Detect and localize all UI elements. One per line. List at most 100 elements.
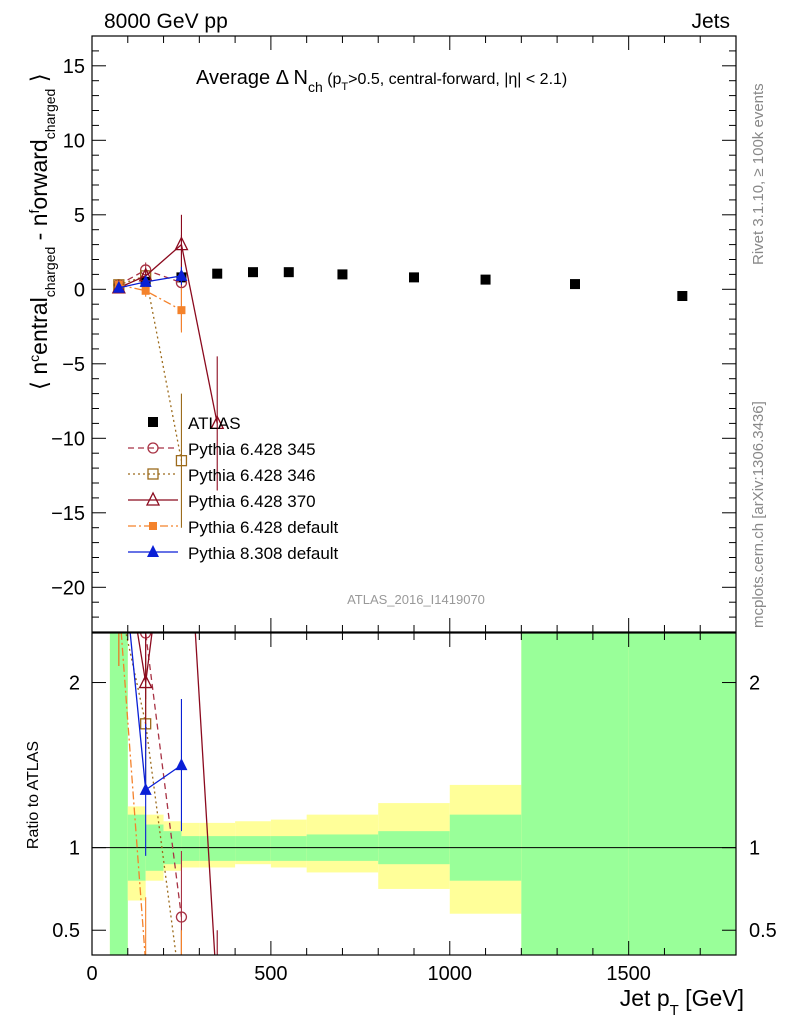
ratio-y-tick-label: 2 <box>69 673 80 695</box>
main-title-sub: ch <box>308 79 323 95</box>
series-p370 <box>111 214 225 491</box>
point-data <box>409 272 419 283</box>
band-inner-bin <box>109 633 128 955</box>
point-data <box>337 269 348 280</box>
y-tick-label: 15 <box>63 56 85 78</box>
y-tick-label: 10 <box>63 130 85 152</box>
series-line-p370 <box>118 243 218 424</box>
ratio-point-p370 <box>113 510 125 522</box>
ylabel-close: ⟩ <box>26 73 52 88</box>
series-line-p346 <box>118 275 183 461</box>
ylabel-rest2: orward <box>26 139 52 209</box>
point-data <box>283 267 294 278</box>
rivet-version-label: Rivet 3.1.10, ≥ 100k events <box>750 83 767 265</box>
xlabel-main: Jet p <box>620 985 670 1011</box>
ratio-point-pdef6 <box>142 959 150 967</box>
ratio-line-p8 <box>129 633 182 792</box>
band-inner-bin <box>199 836 236 861</box>
ratio-series-p8 <box>113 510 188 856</box>
y-tick-label: 0 <box>74 279 85 301</box>
ratio-point-p370 <box>138 674 153 689</box>
y-tick-label: −20 <box>51 577 85 599</box>
legend-marker-p8 <box>147 545 159 557</box>
y-tick-label: −15 <box>51 503 85 525</box>
band-inner-bin <box>181 836 200 861</box>
series-p346 <box>113 268 188 528</box>
axes-layer: 15 10 5 0 −5 −10 −15 −20 0.5 0.5 1 1 2 2 0 500 1000 1500 <box>51 35 777 985</box>
main-ylabel: ⟨ ncentralcharged - nforwardcharged ⟩ <box>26 73 58 390</box>
ratio-point-p8 <box>113 510 125 522</box>
ratio-line-pdef6 <box>120 633 146 955</box>
ylabel-sub2: charged <box>42 89 58 140</box>
ylabel-sup1: c <box>26 355 42 362</box>
series-data <box>113 267 688 302</box>
x-tick-label: 500 <box>254 963 287 985</box>
legend-marker-p370 <box>145 491 161 506</box>
main-title: Average Δ Nch (pT>0.5, central-forward, … <box>196 67 567 95</box>
xlabel-sub: T <box>670 1002 679 1019</box>
point-data <box>677 291 688 302</box>
band-inner-bin <box>235 836 271 861</box>
main-title-paren-sub: T <box>341 81 348 93</box>
point-p346 <box>175 454 188 467</box>
ylabel-open: ⟨ n <box>26 362 52 390</box>
ratio-point-p346 <box>176 991 186 1001</box>
ratio-point-pdef6 <box>115 596 123 604</box>
ratio-point-p8 <box>175 758 188 771</box>
ratio-y-tick-label: 1 <box>69 838 80 860</box>
ratio-y-tick-label-right: 0.5 <box>749 920 777 942</box>
xlabel-rest: [GeV] <box>679 985 744 1011</box>
legend-marker-p346 <box>147 468 159 480</box>
energy-label: 8000 GeV pp <box>104 10 228 33</box>
ylabel-mid: - n <box>26 213 52 246</box>
point-pdef6 <box>141 286 150 295</box>
ratio-series-pdef6 <box>115 596 185 1000</box>
x-tick-label: 1500 <box>606 963 651 985</box>
ratio-ylabel: Ratio to ATLAS <box>25 741 42 849</box>
ratio-line-p370 <box>136 633 216 955</box>
x-tick-label: 0 <box>86 963 97 985</box>
ratio-series-layer <box>113 510 223 1001</box>
ratio-y-tick-label-right: 1 <box>749 838 760 860</box>
ylabel-sup2: f <box>26 209 42 213</box>
legend-marker-p345 <box>147 442 159 454</box>
point-data <box>570 279 580 290</box>
series-p8 <box>112 266 188 293</box>
legend-marker-pdef6 <box>149 522 157 530</box>
ratio-point-pdef6 <box>177 992 185 1000</box>
ratio-point-p345 <box>175 911 188 923</box>
point-data <box>480 274 491 285</box>
series-pdef6 <box>114 280 186 333</box>
ratio-point-p346 <box>114 595 124 605</box>
analysis-watermark: ATLAS_2016_I1419070 <box>347 592 485 607</box>
main-frame <box>91 35 737 633</box>
point-data <box>212 268 223 279</box>
main-series-layer <box>111 214 688 528</box>
ratio-series-p370 <box>113 510 223 1001</box>
point-p8 <box>139 274 152 287</box>
ratio-point-p370 <box>211 989 223 1001</box>
main-title-paren-rest: >0.5, central-forward, |η| < 2.1) <box>348 71 567 88</box>
y-tick-label: 5 <box>74 205 85 227</box>
mcplots-source-label: mcplots.cern.ch [arXiv:1306.3436] <box>750 401 767 628</box>
legend-label-p8: Pythia 8.308 default <box>188 544 339 563</box>
legend: ATLAS Pythia 6.428 345 Pythia 6.428 346 Pyt… <box>128 414 339 563</box>
legend-label-p346: Pythia 6.428 346 <box>188 466 316 485</box>
legend-label-p345: Pythia 6.428 345 <box>188 440 316 459</box>
point-p8 <box>112 280 125 293</box>
y-tick-label: −10 <box>51 428 85 450</box>
point-p370 <box>174 236 189 251</box>
ratio-point-p8 <box>139 782 152 795</box>
legend-label-data: ATLAS <box>188 414 241 433</box>
svg-text:⟨ ncentralcharged - nforwardch: ⟨ ncentralcharged - nforwardcharged ⟩ <box>26 73 58 390</box>
main-title-text: Average Δ N <box>196 67 308 89</box>
ratio-uncertainty-bands <box>92 633 736 955</box>
point-pdef6 <box>177 306 186 315</box>
ratio-y-tick-label: 0.5 <box>52 920 80 942</box>
ylabel-sub1: charged <box>42 247 58 298</box>
ylabel-rest1: entral <box>26 297 52 355</box>
point-data <box>248 267 258 278</box>
y-tick-label: −5 <box>62 354 85 376</box>
process-label: Jets <box>691 10 730 33</box>
